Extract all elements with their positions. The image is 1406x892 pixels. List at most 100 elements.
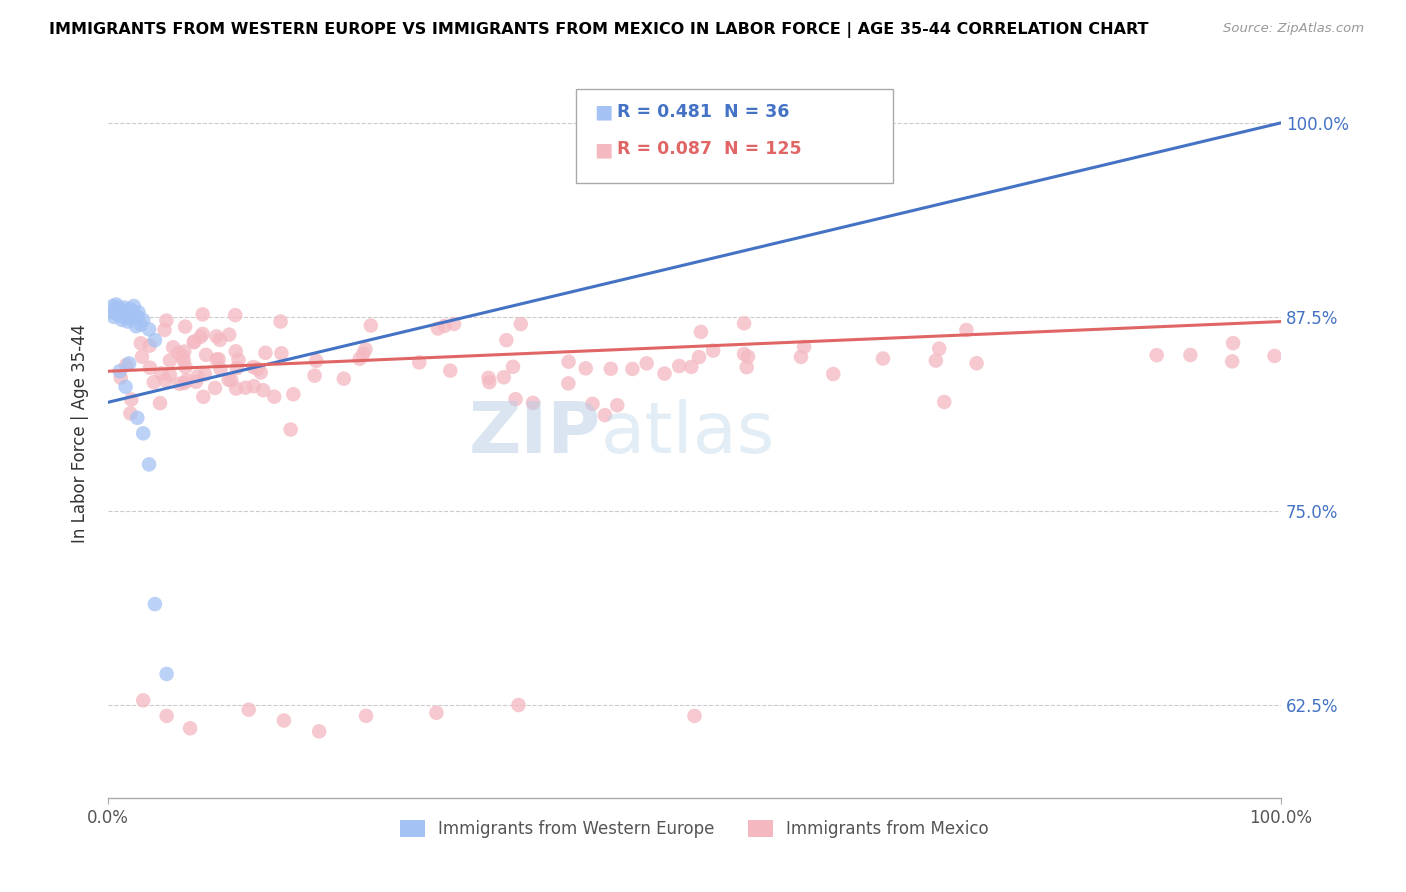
- Point: [191, 326, 214, 341]
- Point: [522, 396, 544, 410]
- Point: [425, 706, 447, 720]
- Point: [254, 345, 277, 359]
- Point: [121, 305, 143, 319]
- Point: [120, 392, 142, 407]
- Point: [105, 297, 128, 311]
- Point: [354, 709, 377, 723]
- Text: R = 0.481  N = 36: R = 0.481 N = 36: [617, 103, 790, 120]
- Point: [176, 373, 198, 387]
- Point: [105, 307, 128, 321]
- Point: [172, 349, 194, 363]
- Point: [205, 352, 228, 367]
- Point: [249, 366, 271, 380]
- Point: [208, 352, 231, 367]
- Point: [557, 376, 579, 391]
- Point: [280, 423, 302, 437]
- Point: [737, 350, 759, 364]
- Point: [132, 693, 155, 707]
- Point: [153, 323, 176, 337]
- Point: [225, 382, 247, 396]
- Text: IMMIGRANTS FROM WESTERN EUROPE VS IMMIGRANTS FROM MEXICO IN LABOR FORCE | AGE 35: IMMIGRANTS FROM WESTERN EUROPE VS IMMIGR…: [49, 22, 1149, 38]
- Point: [194, 368, 217, 382]
- Text: R = 0.087  N = 125: R = 0.087 N = 125: [617, 140, 801, 158]
- Point: [114, 310, 136, 324]
- Point: [100, 305, 122, 319]
- Point: [636, 356, 658, 370]
- Point: [112, 301, 135, 315]
- Point: [1180, 348, 1202, 362]
- Point: [966, 356, 988, 370]
- Point: [110, 370, 132, 384]
- Y-axis label: In Labor Force | Age 35-44: In Labor Force | Age 35-44: [72, 324, 89, 543]
- Point: [104, 303, 127, 318]
- Point: [793, 340, 815, 354]
- Point: [790, 350, 813, 364]
- Point: [169, 376, 191, 391]
- Point: [173, 353, 195, 368]
- Point: [219, 373, 242, 387]
- Point: [1220, 354, 1243, 368]
- Point: [955, 323, 977, 337]
- Point: [270, 314, 292, 328]
- Point: [683, 709, 706, 723]
- Point: [621, 362, 644, 376]
- Point: [235, 381, 257, 395]
- Point: [246, 362, 269, 376]
- Point: [129, 336, 152, 351]
- Point: [606, 398, 628, 412]
- Point: [142, 375, 165, 389]
- Point: [115, 303, 138, 318]
- Point: [149, 396, 172, 410]
- Point: [205, 329, 228, 343]
- Point: [1263, 349, 1285, 363]
- Point: [304, 368, 326, 383]
- Point: [156, 667, 179, 681]
- Point: [103, 310, 125, 324]
- Point: [224, 308, 246, 322]
- Text: atlas: atlas: [600, 399, 775, 467]
- Point: [124, 309, 146, 323]
- Point: [505, 392, 527, 406]
- Point: [735, 360, 758, 375]
- Point: [925, 353, 948, 368]
- Point: [872, 351, 894, 366]
- Point: [408, 355, 430, 369]
- Point: [208, 333, 231, 347]
- Point: [125, 319, 148, 334]
- Point: [118, 356, 141, 370]
- Point: [252, 383, 274, 397]
- Point: [1146, 348, 1168, 362]
- Point: [108, 364, 131, 378]
- Point: [654, 367, 676, 381]
- Point: [238, 703, 260, 717]
- Point: [702, 343, 724, 358]
- Point: [263, 390, 285, 404]
- Point: [270, 346, 292, 360]
- Point: [443, 317, 465, 331]
- Point: [492, 370, 515, 384]
- Point: [928, 342, 950, 356]
- Point: [155, 313, 177, 327]
- Point: [143, 597, 166, 611]
- Point: [129, 318, 152, 332]
- Point: [273, 714, 295, 728]
- Point: [225, 344, 247, 359]
- Point: [132, 426, 155, 441]
- Point: [193, 390, 215, 404]
- Point: [183, 334, 205, 349]
- Point: [115, 358, 138, 372]
- Point: [823, 367, 845, 381]
- Point: [593, 408, 616, 422]
- Point: [173, 344, 195, 359]
- Point: [478, 376, 501, 390]
- Point: [173, 376, 195, 390]
- Point: [150, 367, 173, 381]
- Point: [668, 359, 690, 373]
- Point: [101, 299, 124, 313]
- Point: [243, 379, 266, 393]
- Point: [138, 458, 160, 472]
- Point: [477, 371, 499, 385]
- Point: [581, 397, 603, 411]
- Point: [502, 359, 524, 374]
- Point: [209, 362, 232, 376]
